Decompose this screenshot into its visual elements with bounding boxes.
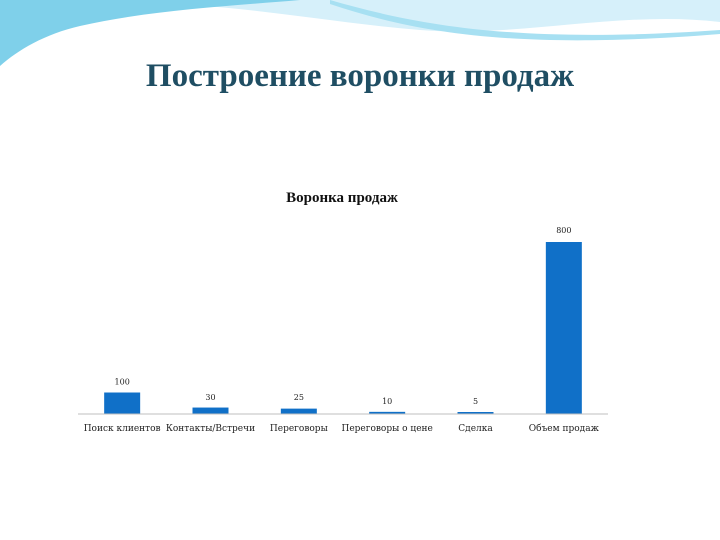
x-tick-label-1: Контакты/Встречи bbox=[166, 424, 255, 434]
chart-title: Воронка продаж bbox=[286, 190, 398, 206]
x-tick-labels: Поиск клиентов Контакты/Встречи Переговоры… bbox=[84, 423, 600, 434]
data-label-1: 30 bbox=[205, 393, 215, 402]
bar-0 bbox=[104, 392, 141, 414]
x-tick-label-5: Объем продаж bbox=[529, 423, 600, 434]
data-labels: 100 30 25 10 5 800 bbox=[115, 226, 572, 406]
bar-5 bbox=[545, 242, 582, 414]
header-wave-decoration bbox=[0, 0, 720, 66]
wave-light bbox=[0, 0, 720, 60]
data-label-0: 100 bbox=[115, 378, 130, 387]
slide-title: Построение воронки продаж bbox=[145, 58, 575, 94]
bar-2 bbox=[280, 408, 317, 414]
wave-accent bbox=[330, 0, 720, 41]
x-tick-label-0: Поиск клиентов bbox=[84, 424, 161, 434]
data-label-5: 800 bbox=[556, 226, 571, 235]
bar-series bbox=[104, 242, 582, 414]
x-tick-label-4: Сделка bbox=[458, 424, 493, 434]
funnel-chart: Воронка продаж 100 30 25 10 5 800 Поиск клиен… bbox=[60, 170, 660, 460]
x-tick-label-2: Переговоры bbox=[270, 424, 328, 434]
chart-canvas: Воронка продаж 100 30 25 10 5 800 Поиск клиен… bbox=[78, 190, 608, 434]
data-label-4: 5 bbox=[473, 397, 478, 406]
data-label-3: 10 bbox=[382, 397, 392, 406]
bar-3 bbox=[369, 411, 406, 414]
wave-dark bbox=[0, 0, 300, 66]
data-label-2: 25 bbox=[294, 393, 304, 402]
bar-4 bbox=[457, 412, 494, 414]
bar-1 bbox=[192, 407, 229, 414]
x-tick-label-3: Переговоры о цене bbox=[341, 424, 432, 434]
